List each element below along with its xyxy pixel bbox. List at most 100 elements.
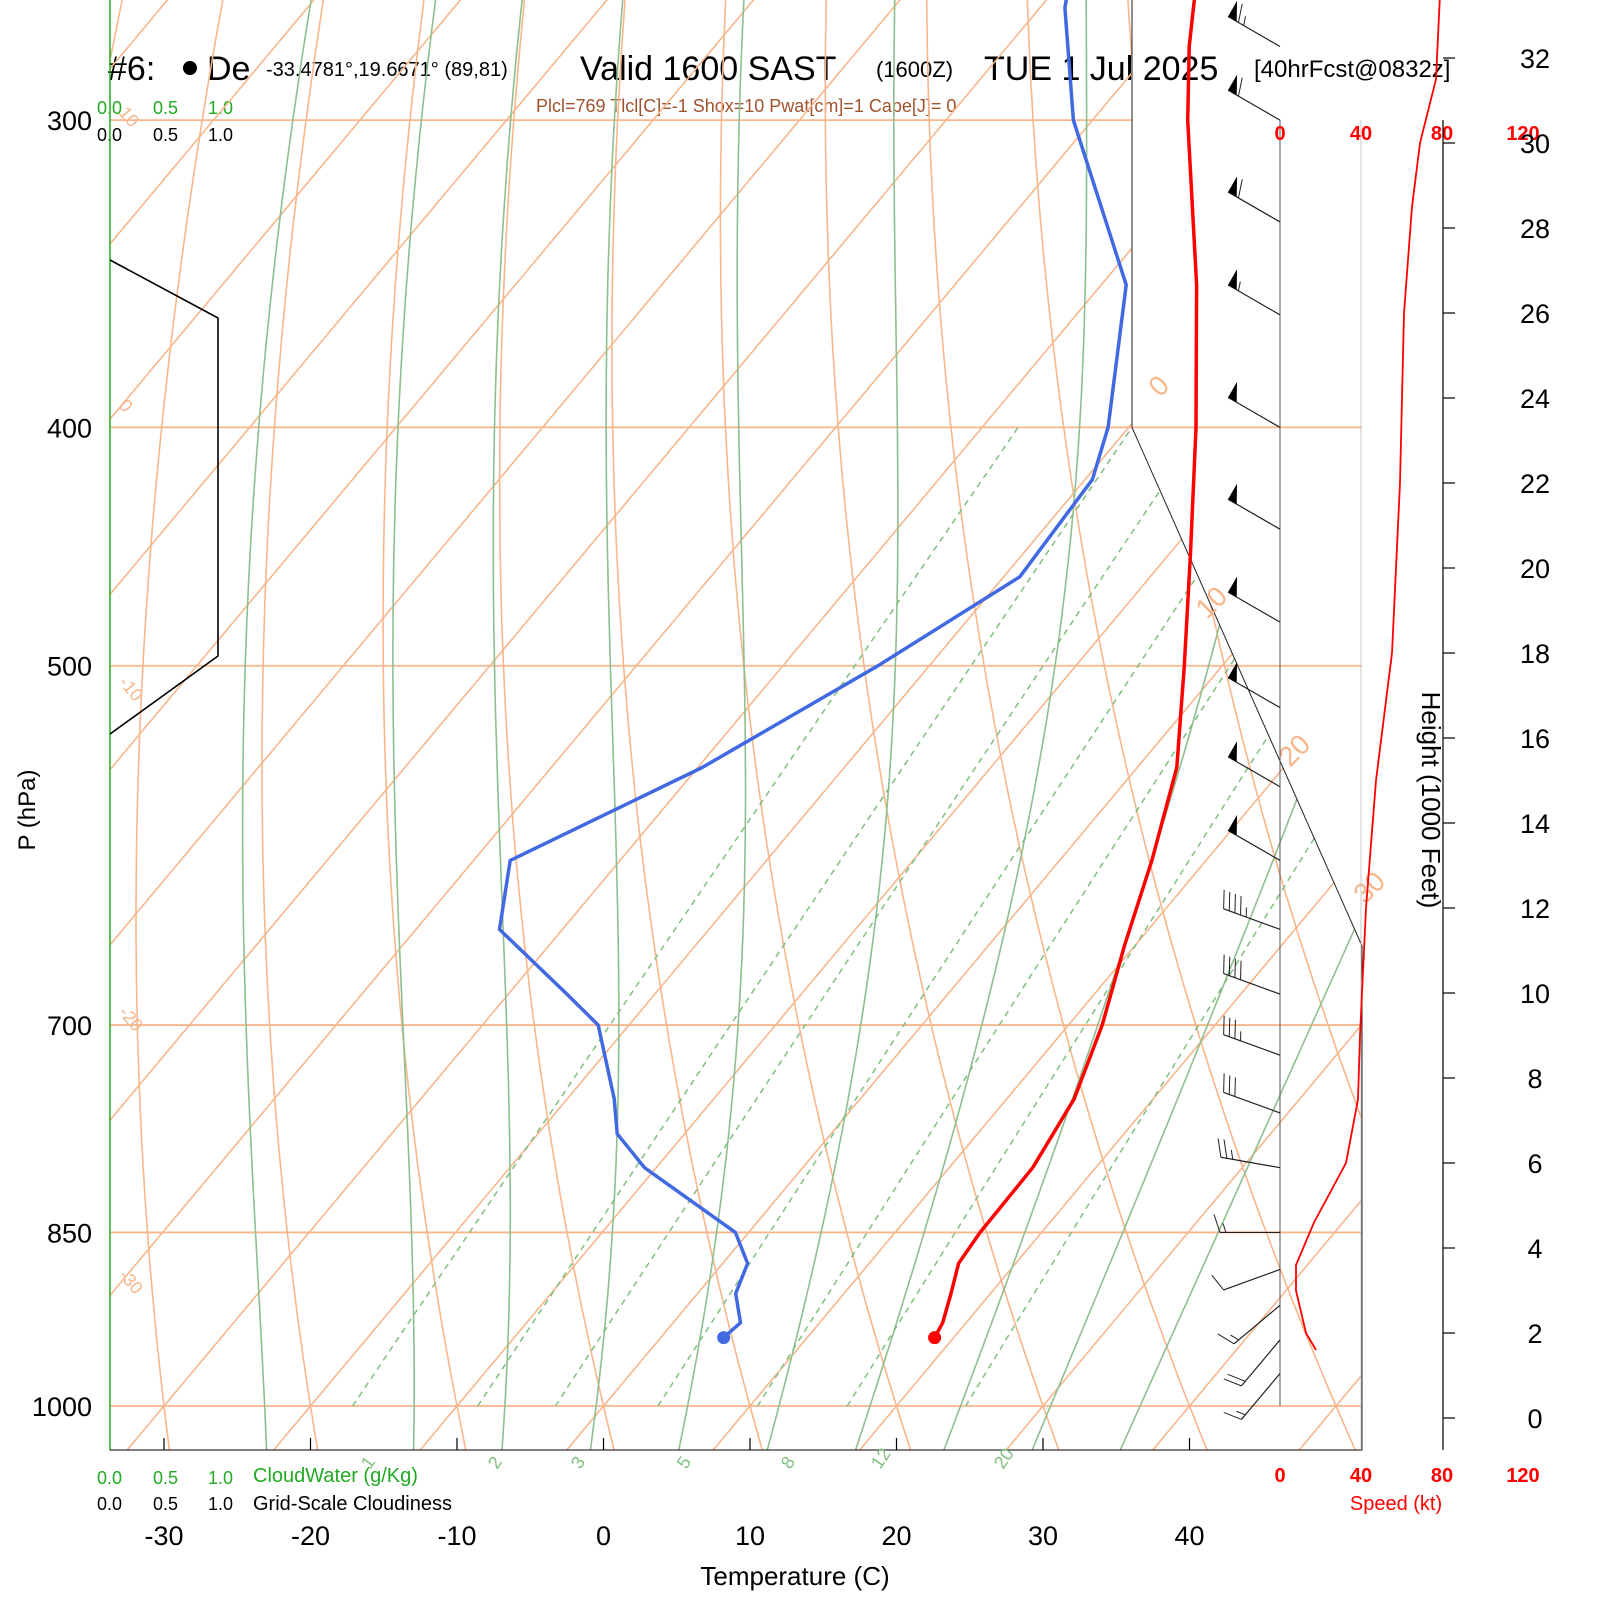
cloudwater-tick: 0.5 [153, 98, 178, 118]
isotherm-line [110, 0, 560, 1450]
wind-barb-staff [1220, 1156, 1281, 1169]
moist-adiabat-line [1027, 0, 1362, 1450]
wind-barb-staff [1227, 498, 1281, 530]
wind-barb-staff [1223, 1268, 1281, 1291]
wind-barb-staff [1227, 191, 1281, 223]
dry-adiabat-line [824, 0, 1063, 1450]
wind-barb-feather [1227, 1373, 1246, 1382]
wind-barb-flag [1228, 741, 1238, 762]
temperature-line [933, 0, 1199, 1339]
temperature-tick-label: 10 [735, 1521, 765, 1551]
x-axis-title: Temperature (C) [700, 1561, 889, 1591]
height-tick-label: 16 [1520, 724, 1550, 754]
moist-adiabat-lines [241, 0, 1362, 1450]
wind-barb-feather [1234, 893, 1236, 913]
moist-adiabat-line [241, 0, 329, 1450]
wind-barb-feather [1223, 954, 1225, 974]
wind-barb-staff [1227, 284, 1281, 316]
wind-barb-feather [1234, 1077, 1236, 1097]
wind-barb-flag [1228, 0, 1238, 22]
wind-barb [1223, 889, 1281, 930]
surface-temperature-marker [928, 1331, 942, 1345]
isotherm-line [412, 0, 1362, 1450]
height-tick-label: 6 [1527, 1149, 1542, 1179]
isotherm-line [110, 0, 853, 1450]
wind-barb-staff [1227, 15, 1281, 47]
wind-barb [1217, 1304, 1281, 1345]
wind-barb-feather [1228, 1075, 1231, 1095]
wind-barb-feather [1237, 179, 1243, 199]
isotherm-line [705, 0, 1362, 1450]
wind-barb-feather [1234, 958, 1236, 978]
wind-barb [1227, 814, 1281, 861]
valid-date: TUE 1 Jul 2025 [984, 50, 1218, 88]
height-tick-label: 30 [1520, 129, 1550, 159]
isotherm-line [110, 0, 707, 1450]
cloudwater-tick: 0.5 [153, 1468, 178, 1488]
pressure-tick-label: 500 [47, 652, 92, 682]
surface-dewpoint-marker [717, 1331, 731, 1345]
pressure-tick-label: 1000 [32, 1392, 92, 1422]
dry-adiabat-line [135, 0, 247, 1450]
wind-barb-staff [1223, 908, 1281, 930]
station-dot-icon [183, 61, 197, 75]
speed-tick-label: 40 [1350, 1465, 1372, 1487]
wind-barb-flag [1228, 269, 1238, 290]
isotherm-line [110, 0, 1000, 1450]
moist-adiabat-line [588, 0, 633, 1450]
wind-barb-half-feather [1230, 1334, 1239, 1341]
wind-barb-half-feather [1230, 1149, 1234, 1160]
wind-barb-flag [1228, 483, 1238, 505]
dry-adiabat-label: -30 [115, 1265, 147, 1298]
wind-barb-staff [1223, 973, 1281, 995]
dry-adiabat-label: -20 [115, 1003, 147, 1036]
wind-barb [1211, 1268, 1281, 1291]
wind-barb-staff [1227, 591, 1281, 623]
wind-barb-feather [1223, 1411, 1242, 1420]
wind-barb-staff [1227, 396, 1281, 428]
wind-barb-feather [1213, 1214, 1221, 1233]
pressure-axis: 2503004005007008501000 [32, 106, 92, 1422]
temperature-tick-label: 30 [1028, 1521, 1058, 1551]
station-name: De [207, 50, 250, 88]
mixing-ratio-line [657, 426, 1296, 1407]
isotherm-label: 0 [1142, 369, 1175, 402]
isotherm-line [110, 0, 1293, 1450]
wind-barb [1223, 1339, 1281, 1387]
wind-barb [1223, 1373, 1281, 1420]
speed-tick-label: 0 [1274, 1465, 1285, 1487]
wind-barb [1227, 576, 1281, 623]
dry-adiabat-line [498, 0, 617, 1450]
wind-barb [1213, 1214, 1280, 1234]
mixing-ratio-label: 3 [567, 1453, 589, 1473]
dry-adiabat-label: 0 [115, 396, 137, 417]
temperature-tick-label: -20 [291, 1521, 330, 1551]
isotherm-label: 20 [1272, 728, 1316, 772]
wind-barb-feather [1223, 1139, 1228, 1159]
dry-adiabat-line [611, 0, 766, 1450]
wind-barbs [1211, 0, 1281, 1420]
wind-barb-flag [1228, 74, 1238, 96]
dry-adiabat-line [382, 0, 469, 1450]
station-coords: -33.4781°,19.6671° (89,81) [266, 59, 508, 81]
wind-barb [1227, 381, 1281, 428]
wind-barb [1223, 1073, 1281, 1114]
wind-barb-half-feather [1243, 16, 1247, 26]
temperature-axis: -30 -20 -10 0 10 20 30 40 [144, 1438, 1205, 1551]
mixing-ratio-label: 5 [673, 1453, 695, 1473]
mixing-ratio-line [965, 426, 1362, 1407]
dry-adiabat-line [719, 0, 914, 1450]
height-tick-label: 2 [1527, 1319, 1542, 1349]
wind-barb [1227, 741, 1281, 788]
isotherm-line [852, 0, 1362, 1450]
mixing-ratio-line [554, 426, 1203, 1407]
wind-barb-half-feather [1237, 281, 1241, 291]
height-tick-label: 26 [1520, 299, 1550, 329]
wind-barb-feather [1234, 1019, 1236, 1039]
mixing-ratio-label: 20 [990, 1444, 1018, 1472]
wind-barb-flag [1228, 576, 1238, 598]
speed-tick-label: 0 [1274, 123, 1285, 145]
wind-barb-feather [1223, 889, 1225, 909]
